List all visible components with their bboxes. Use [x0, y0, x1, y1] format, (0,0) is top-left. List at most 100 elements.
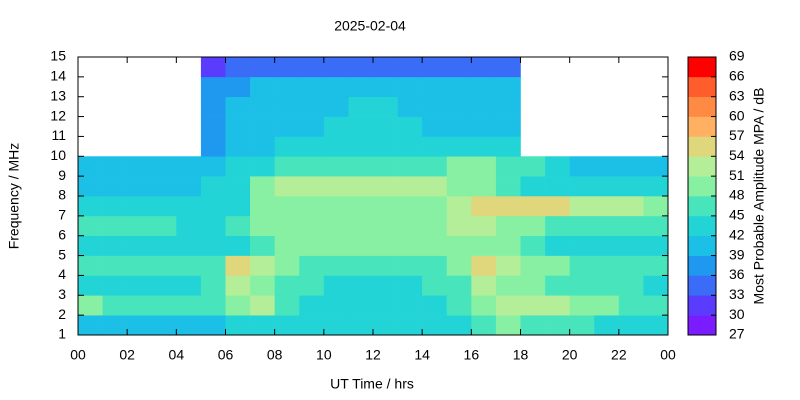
heat-cell — [200, 156, 226, 177]
y-tick-label: 11 — [51, 127, 66, 143]
heat-cell — [618, 315, 644, 336]
heat-cell — [200, 295, 226, 316]
heat-cell — [250, 215, 275, 237]
heat-cell — [569, 255, 595, 276]
y-tick-label: 6 — [58, 226, 66, 242]
heat-cell — [495, 136, 521, 157]
x-tick-label: 18 — [513, 347, 529, 363]
heat-cell — [594, 176, 620, 197]
colorbar-swatch — [688, 295, 716, 316]
heat-cell — [176, 255, 202, 276]
colorbar-tick-label: 27 — [729, 326, 745, 342]
heat-cell — [422, 176, 448, 197]
heat-cell — [127, 156, 153, 177]
heat-cell — [520, 255, 546, 276]
heat-cell — [323, 116, 349, 137]
heat-cell — [323, 196, 349, 217]
heat-cell — [78, 315, 103, 336]
heat-cell — [274, 315, 300, 336]
heat-cell — [151, 235, 177, 256]
heat-cell — [618, 275, 644, 296]
heat-cell — [274, 176, 300, 197]
heat-cell — [446, 136, 472, 157]
heat-cell — [446, 215, 472, 237]
y-tick-label: 1 — [58, 326, 66, 342]
heat-cell — [545, 275, 570, 296]
heat-cell — [323, 255, 349, 276]
heat-cell — [299, 275, 325, 296]
heat-cell — [176, 315, 202, 336]
heat-cell — [348, 136, 374, 157]
heat-cell — [495, 235, 521, 256]
heat-cell — [78, 176, 103, 197]
heat-cell — [569, 235, 595, 256]
heat-cell — [373, 196, 398, 217]
heat-cell — [495, 116, 521, 137]
heat-cell — [594, 275, 620, 296]
heat-cell — [569, 156, 595, 177]
heat-cell — [495, 156, 521, 177]
heat-cell — [446, 176, 472, 197]
heat-cell — [618, 196, 644, 217]
heat-cell — [471, 295, 497, 316]
colorbar-swatch — [688, 76, 716, 98]
y-axis-label: Frequency / MHz — [6, 143, 22, 250]
heat-cell — [127, 215, 153, 237]
heat-cell — [594, 295, 620, 316]
heat-cell — [225, 315, 251, 336]
heat-cell — [373, 215, 398, 237]
x-tick-label: 14 — [414, 347, 430, 363]
heat-cell — [323, 156, 349, 177]
x-tick-label: 16 — [464, 347, 480, 363]
heat-cell — [397, 176, 423, 197]
y-tick-label: 4 — [58, 266, 66, 282]
heat-cell — [373, 57, 398, 78]
heat-cell — [446, 255, 472, 276]
colorbar-swatch — [688, 315, 716, 336]
heat-cell — [422, 196, 448, 217]
heat-cell — [299, 57, 325, 78]
heat-cell — [397, 76, 423, 98]
heat-cell — [299, 215, 325, 237]
heat-cell — [397, 295, 423, 316]
heat-cell — [618, 255, 644, 276]
heat-cell — [323, 136, 349, 157]
heat-cell — [594, 156, 620, 177]
heat-cell — [520, 156, 546, 177]
heat-cell — [225, 176, 251, 197]
heat-cell — [299, 96, 325, 117]
heat-cell — [471, 255, 497, 276]
heat-cell — [151, 255, 177, 276]
heat-cell — [422, 215, 448, 237]
heat-cell — [397, 136, 423, 157]
heat-cell — [176, 176, 202, 197]
heat-cell — [274, 196, 300, 217]
heat-cell — [422, 116, 448, 137]
colorbar-swatch — [688, 156, 716, 177]
colorbar-swatch — [688, 136, 716, 157]
heat-cell — [78, 295, 103, 316]
heat-cell — [422, 235, 448, 256]
heat-cell — [643, 215, 669, 237]
heat-cell — [323, 57, 349, 78]
heat-cell — [397, 235, 423, 256]
heat-cell — [200, 196, 226, 217]
heat-cell — [200, 57, 226, 78]
heat-cell — [225, 116, 251, 137]
heat-cell — [299, 255, 325, 276]
x-tick-label: 12 — [365, 347, 381, 363]
heat-cell — [618, 176, 644, 197]
heat-cell — [250, 196, 275, 217]
heat-cell — [102, 156, 128, 177]
heat-cell — [373, 315, 398, 336]
heat-cell — [569, 295, 595, 316]
colorbar-tick-label: 30 — [729, 306, 745, 322]
heat-cell — [102, 315, 128, 336]
heat-cell — [250, 235, 275, 256]
colorbar-swatch — [688, 176, 716, 197]
heat-cell — [471, 136, 497, 157]
heat-cell — [422, 315, 448, 336]
heat-cell — [446, 275, 472, 296]
colorbar-tick-label: 45 — [729, 207, 745, 223]
heat-cell — [446, 295, 472, 316]
